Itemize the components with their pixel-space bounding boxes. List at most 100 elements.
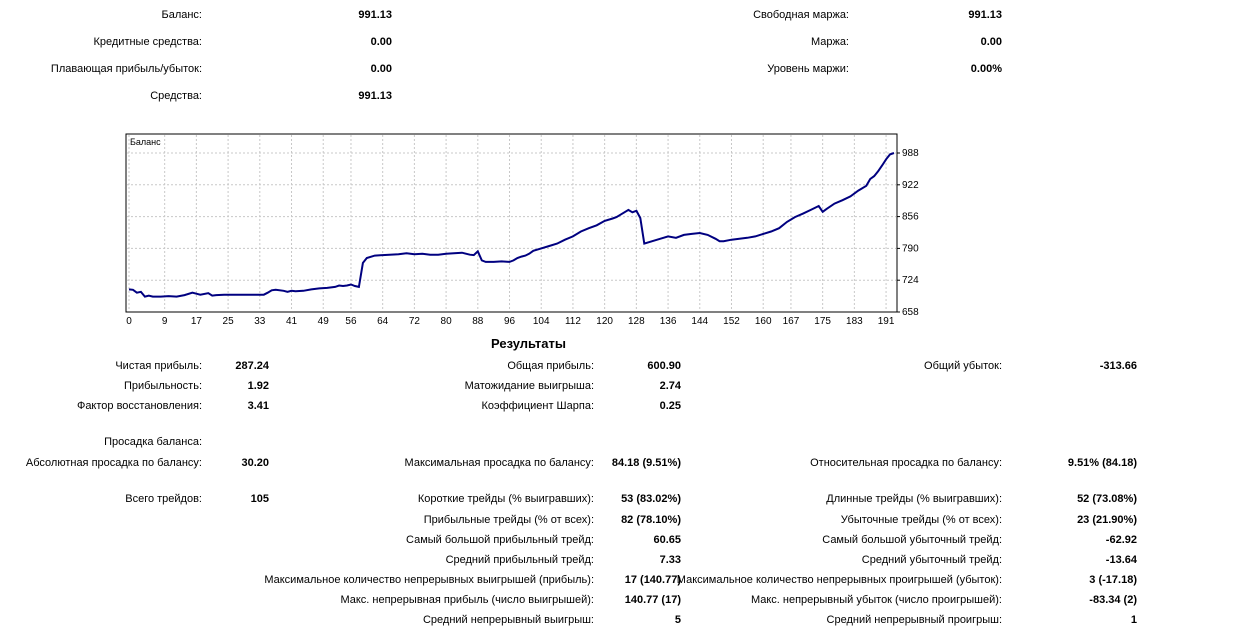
credit-value: 0.00 (370, 36, 392, 48)
balance-chart: Баланс 0 9 17 25 33 41 49 56 64 72 80 88 96 104 112 120… (125, 133, 919, 327)
max-drawdown-label: Максимальная просадка по балансу: (404, 457, 594, 469)
expected-payoff-label: Матожидание выигрыша: (464, 380, 594, 392)
sharpe-value: 0.25 (659, 400, 681, 412)
x-tick-label: 33 (254, 316, 266, 327)
rel-drawdown-label: Относительная просадка по балансу: (810, 457, 1002, 469)
x-tick-label: 49 (318, 316, 330, 327)
max-consec-losses-label: Максимальное количество непрерывных прои… (676, 574, 1002, 586)
margin-label: Маржа: (810, 36, 849, 48)
x-tick-label: 160 (755, 316, 772, 327)
margin-level-label: Уровень маржи: (767, 63, 849, 75)
margin-level-value: 0.00% (970, 63, 1002, 75)
total-trades-value: 105 (250, 493, 269, 505)
short-trades-value: 53 (83.02%) (621, 493, 681, 505)
avg-consec-wins-label: Средний непрерывный выигрыш: (422, 614, 594, 626)
avg-consec-wins-value: 5 (674, 614, 681, 626)
equity-value: 991.13 (358, 90, 392, 102)
x-tick-label: 104 (533, 316, 550, 327)
floating-label: Плавающая прибыль/убыток: (50, 63, 202, 75)
chart-frame (125, 133, 898, 313)
largest-loss-label: Самый большой убыточный трейд: (822, 534, 1002, 546)
chart-grid (127, 135, 896, 313)
x-tick-label: 72 (409, 316, 421, 327)
y-tick-label: 724 (902, 275, 919, 286)
results-title: Результаты (491, 336, 566, 351)
largest-profit-label: Самый большой прибыльный трейд: (406, 534, 594, 546)
x-tick-label: 112 (565, 316, 581, 327)
balance-value: 991.13 (358, 9, 392, 21)
x-tick-label: 144 (691, 316, 708, 327)
x-tick-label: 0 (126, 316, 132, 327)
rel-drawdown-value: 9.51% (84.18) (1067, 457, 1137, 469)
margin-value: 0.00 (980, 36, 1002, 48)
y-tick-label: 790 (902, 243, 919, 254)
gross-profit-value: 600.90 (647, 360, 681, 372)
balance-label: Баланс: (161, 9, 202, 21)
avg-loss-label: Средний убыточный трейд: (861, 554, 1002, 566)
max-consec-losses-value: 3 (-17.18) (1089, 574, 1137, 586)
avg-profit-label: Средний прибыльный трейд: (445, 554, 594, 566)
abs-drawdown-label: Абсолютная просадка по балансу: (25, 457, 202, 469)
total-trades-label: Всего трейдов: (125, 493, 202, 505)
largest-loss-value: -62.92 (1105, 534, 1137, 546)
net-profit-label: Чистая прибыль: (115, 360, 202, 372)
x-tick-label: 96 (504, 316, 516, 327)
x-tick-label: 88 (472, 316, 484, 327)
x-tick-label: 80 (441, 316, 453, 327)
profit-factor-label: Прибыльность: (123, 380, 202, 392)
free-margin-label: Свободная маржа: (753, 9, 849, 21)
x-tick-label: 175 (814, 316, 831, 327)
abs-drawdown-value: 30.20 (241, 457, 269, 469)
x-tick-label: 41 (286, 316, 298, 327)
long-trades-value: 52 (73.08%) (1077, 493, 1137, 505)
chart-title: Баланс (130, 137, 161, 147)
x-tick-label: 191 (878, 316, 895, 327)
x-tick-label: 128 (628, 316, 645, 327)
max-drawdown-value: 84.18 (9.51%) (611, 457, 681, 469)
loss-trades-label: Убыточные трейды (% от всех): (840, 514, 1002, 526)
net-profit-value: 287.24 (235, 360, 269, 372)
chart-ticks: 0 9 17 25 33 41 49 56 64 72 80 88 96 104 112 120 128 136 1… (126, 148, 919, 327)
loss-trades-value: 23 (21.90%) (1077, 514, 1137, 526)
balance-drawdown-label: Просадка баланса: (104, 436, 202, 448)
largest-profit-value: 60.65 (653, 534, 681, 546)
credit-label: Кредитные средства: (93, 36, 202, 48)
x-tick-label: 25 (223, 316, 235, 327)
profit-trades-value: 82 (78.10%) (621, 514, 681, 526)
gross-profit-label: Общая прибыль: (507, 360, 594, 372)
equity-label: Средства: (150, 90, 202, 102)
floating-value: 0.00 (370, 63, 392, 75)
profit-trades-label: Прибыльные трейды (% от всех): (423, 514, 594, 526)
y-tick-label: 988 (902, 148, 919, 159)
long-trades-label: Длинные трейды (% выигравших): (826, 493, 1002, 505)
y-tick-label: 922 (902, 180, 919, 191)
profit-factor-value: 1.92 (247, 380, 269, 392)
avg-consec-losses-value: 1 (1130, 614, 1137, 626)
avg-consec-losses-label: Средний непрерывный проигрыш: (826, 614, 1002, 626)
gross-loss-label: Общий убыток: (924, 360, 1002, 372)
free-margin-value: 991.13 (968, 9, 1002, 21)
gross-loss-value: -313.66 (1099, 360, 1137, 372)
max-consec-profit-value: 140.77 (17) (624, 594, 681, 606)
sharpe-label: Коэффициент Шарпа: (481, 400, 594, 412)
x-tick-label: 64 (377, 316, 389, 327)
x-tick-label: 167 (783, 316, 800, 327)
short-trades-label: Короткие трейды (% выигравших): (417, 493, 594, 505)
max-consec-wins-label: Максимальное количество непрерывных выиг… (264, 574, 594, 586)
expected-payoff-value: 2.74 (659, 380, 681, 392)
x-tick-label: 17 (191, 316, 203, 327)
y-tick-label: 658 (902, 307, 919, 318)
y-tick-label: 856 (902, 212, 919, 223)
max-consec-loss-value: -83.34 (2) (1089, 594, 1137, 606)
x-tick-label: 183 (846, 316, 863, 327)
x-tick-label: 120 (596, 316, 613, 327)
x-tick-label: 136 (660, 316, 677, 327)
max-consec-loss-label: Макс. непрерывный убыток (число проигрыш… (750, 594, 1002, 606)
avg-profit-value: 7.33 (659, 554, 681, 566)
balance-series-line (128, 152, 895, 298)
avg-loss-value: -13.64 (1105, 554, 1137, 566)
max-consec-wins-value: 17 (140.77) (624, 574, 681, 586)
recovery-factor-value: 3.41 (247, 400, 269, 412)
x-tick-label: 56 (345, 316, 357, 327)
max-consec-profit-label: Макс. непрерывная прибыль (число выигрыш… (340, 594, 594, 606)
